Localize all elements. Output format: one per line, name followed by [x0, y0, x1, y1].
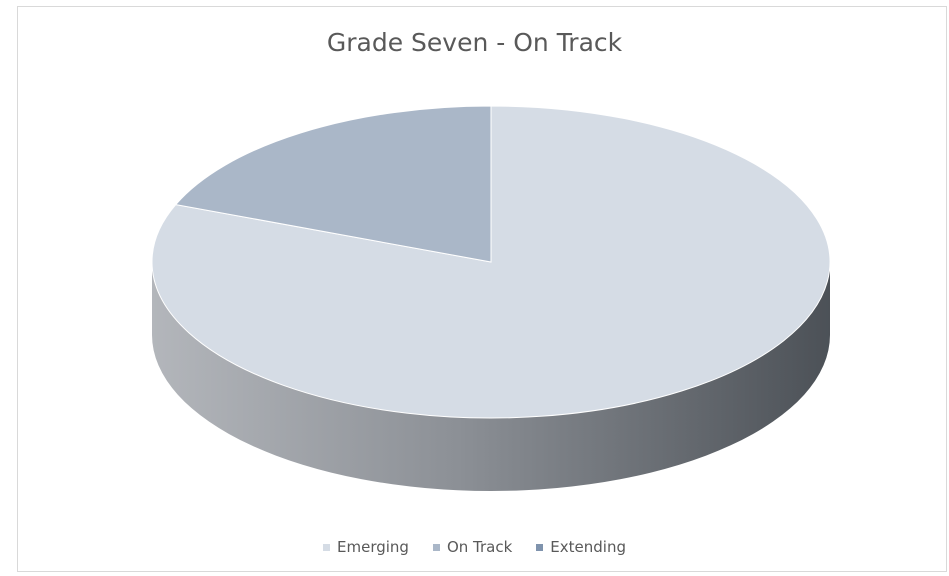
legend-item-on-track: On Track — [432, 538, 513, 556]
chart-title: Grade Seven - On Track — [326, 28, 623, 57]
legend-swatch-emerging — [323, 543, 330, 551]
legend-label-emerging: Emerging — [337, 538, 409, 556]
pie-side-wall — [152, 262, 830, 491]
legend-label-extending: Extending — [550, 538, 626, 556]
legend: Emerging On Track Extending — [0, 538, 949, 556]
legend-swatch-extending — [536, 543, 544, 551]
legend-swatch-on-track — [432, 543, 440, 551]
pie-slice-on-track — [174, 105, 492, 263]
legend-label-on-track: On Track — [446, 538, 513, 556]
legend-item-extending: Extending — [536, 538, 626, 556]
legend-item-emerging: Emerging — [323, 538, 409, 556]
